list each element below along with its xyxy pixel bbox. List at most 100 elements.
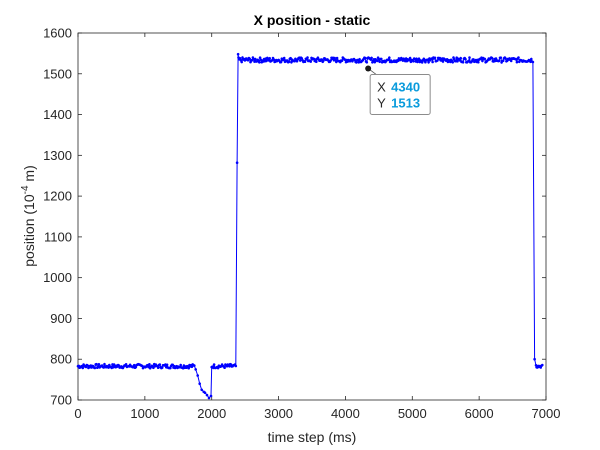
data-point [509,59,513,63]
data-point [387,58,390,62]
data-point [370,56,373,60]
data-point [134,365,138,369]
x-tick-label: 4000 [331,406,360,421]
x-tick-label: 7000 [532,406,561,421]
data-point [451,61,455,64]
data-point [228,365,231,368]
data-point [456,59,459,63]
data-point [298,59,302,62]
data-point [481,59,484,63]
data-point [531,60,535,64]
plot-area [77,32,547,401]
data-point [207,396,211,400]
data-point [179,363,182,367]
data-point [160,366,164,369]
y-tick-label: 1500 [43,66,72,81]
data-point [408,58,411,62]
data-point [427,61,430,64]
data-point [499,56,503,59]
x-tick-label: 6000 [465,406,494,421]
data-point [158,363,162,366]
data-point [494,57,498,60]
data-point [315,60,318,63]
y-tick-label: 900 [50,311,72,326]
data-point [483,57,487,61]
y-tick-label: 1600 [43,26,72,41]
data-point [103,362,106,366]
data-point [504,57,507,60]
data-point [541,363,544,367]
x-axis-title: time step (ms) [268,429,357,445]
data-point [254,57,257,61]
x-tick-label: 5000 [398,406,427,421]
y-tick-label: 1200 [43,189,72,204]
data-point [203,391,207,395]
data-point [235,161,239,164]
data-point [223,366,226,370]
data-point [501,59,505,63]
data-point [335,56,339,60]
data-point [193,364,196,367]
data-point [420,61,424,64]
y-axis-title-exponent: -4 [20,185,31,194]
data-point [388,56,391,59]
data-point [477,60,480,64]
datatip[interactable]: X 4340 Y 1513 [365,65,431,115]
data-point [322,59,325,62]
data-point [380,57,383,61]
data-point [303,60,307,63]
data-point [156,366,160,370]
y-axis-title-unit: m) [21,165,37,185]
data-point [95,362,98,366]
data-point [378,60,382,63]
data-point [124,363,128,366]
y-tick-label: 800 [50,352,72,367]
data-point [431,60,434,64]
data-point [282,56,286,60]
data-point [200,388,203,392]
data-point [459,56,463,60]
data-point [333,56,337,60]
data-point [355,61,358,64]
data-point [497,59,501,63]
data-point [412,60,415,63]
data-point [148,363,151,366]
data-point [309,60,313,63]
data-point [340,59,344,62]
datatip-box [369,73,431,115]
data-point [234,364,238,368]
y-tick-label: 1300 [43,148,72,163]
chart-title: X position - static [254,12,371,28]
data-point [422,57,426,61]
y-tick-label: 1000 [43,270,72,285]
data-point [240,60,243,64]
data-point [441,60,445,63]
datatip-y-value: 1513 [391,95,420,110]
data-point [363,56,367,60]
data-point [358,58,361,61]
y-tick-label: 1100 [44,229,72,244]
datatip-marker [365,65,372,72]
data-point [461,61,465,64]
x-tick-label: 1000 [130,406,159,421]
data-point [464,57,467,61]
y-tick-label: 1400 [43,107,72,122]
data-point [194,368,197,371]
data-point [187,366,190,370]
data-point [209,394,213,398]
data-point [165,363,169,367]
data-point [515,60,519,64]
data-point [268,57,272,60]
data-point [205,393,209,397]
data-point [248,57,251,61]
y-axis-title: position (10-4 m) [20,165,37,267]
data-point [93,366,97,370]
data-point [329,59,333,62]
data-point [287,60,291,63]
data-point [417,57,421,60]
data-point [272,58,276,61]
data-point [212,363,216,366]
data-point [117,364,121,367]
data-point [169,366,172,370]
